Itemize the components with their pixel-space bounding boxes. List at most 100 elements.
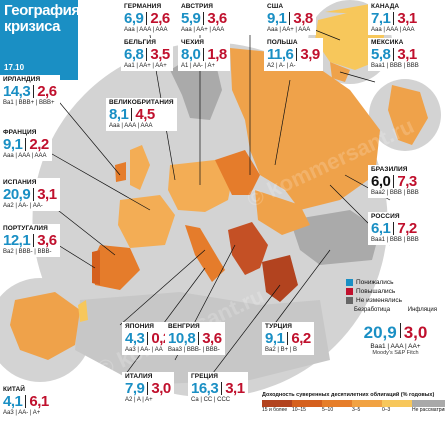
country-card-czech: ЧЕХИЯ 8,0 1,8 A1 | AA- | A+ <box>178 38 230 71</box>
legend-item: Понижались <box>346 278 445 287</box>
inflation-value: 7,3 <box>397 173 417 190</box>
country-name: РОССИЯ <box>371 213 400 220</box>
credit-ratings: Aa1 | AA+ | AA+ <box>124 63 167 69</box>
scale-caption: Доходность суверенных десятилетних облиг… <box>262 392 435 398</box>
value-divider <box>393 222 395 235</box>
key-unemployment-value: 20,9 <box>363 323 397 342</box>
country-name: ГЕРМАНИЯ <box>124 3 162 10</box>
value-divider <box>393 48 395 61</box>
scale-swatch <box>292 400 322 407</box>
unemployment-value: 6,1 <box>371 220 391 237</box>
unemployment-value: 16,3 <box>191 380 219 397</box>
country-name: ВЕНГРИЯ <box>168 323 200 330</box>
country-card-china: КИТАЙ 4,1 6,1 Aa3 | AA- | A+ <box>0 385 52 418</box>
scale-bin-label: 0–3 <box>382 407 391 413</box>
title-line-1: География <box>4 2 80 19</box>
credit-ratings: Baa2 | BBB | BBB <box>371 190 419 196</box>
unemployment-value: 6,0 <box>371 173 391 190</box>
country-card-uk: ВЕЛИКОБРИТАНИЯ 8,1 4,5 Aaa | AAA | AAA <box>106 98 177 131</box>
legend-item: Повышались <box>346 287 445 296</box>
inflation-label: Инфляция <box>407 307 437 313</box>
country-card-mexico: МЕКСИКА 5,8 3,1 Baa1 | BBB | BBB <box>368 38 422 71</box>
country-card-ireland: ИРЛАНДИЯ 14,3 2,6 Ba1 | BBB+ | BBB+ <box>0 75 60 108</box>
country-name: ВЕЛИКОБРИТАНИЯ <box>109 99 174 106</box>
value-divider <box>146 12 148 25</box>
unemployment-value: 20,9 <box>3 186 31 203</box>
credit-ratings: Aaa | AAA | AAA <box>109 123 153 129</box>
inflation-value: 3,1 <box>397 10 417 27</box>
country-card-spain: ИСПАНИЯ 20,9 3,1 Aa2 | AA- | AA- <box>0 178 60 211</box>
scale-swatch <box>322 400 352 407</box>
credit-ratings: Ba2 | BBB- | BBB- <box>3 249 52 255</box>
inflation-value: 6,2 <box>291 330 311 347</box>
region-scandinavia <box>170 55 222 120</box>
legend-label: Понижались <box>356 279 394 286</box>
country-name: ЯПОНИЯ <box>125 323 155 330</box>
region-usa <box>315 10 385 70</box>
credit-ratings: Aaa | AA+ | AAA <box>267 27 311 33</box>
legend-item: Не изменялись <box>346 296 445 305</box>
value-divider <box>198 332 200 345</box>
unemployment-value: 6,8 <box>124 46 144 63</box>
country-name: ПОРТУГАЛИЯ <box>3 225 48 232</box>
inflation-value: 2,6 <box>37 83 57 100</box>
region-middle-east <box>290 210 380 265</box>
country-name: ИТАЛИЯ <box>125 373 153 380</box>
country-name: КАНАДА <box>371 3 400 10</box>
value-divider <box>393 175 395 188</box>
country-name: БЕЛЬГИЯ <box>124 39 156 46</box>
date-badge: 17.10 <box>0 62 28 74</box>
scale-bin-label: Не рассматривается <box>412 407 445 413</box>
legend-label: Не изменялись <box>356 297 402 304</box>
credit-ratings: Aaa | AAA | AAA <box>371 27 415 33</box>
credit-ratings: Aa3 | AA- | A+ <box>3 410 41 416</box>
inflation-value: 3,1 <box>397 46 417 63</box>
unemployment-value: 9,1 <box>267 10 287 27</box>
scale-swatch <box>412 400 445 407</box>
value-divider <box>147 382 149 395</box>
credit-ratings: A1 | AA- | A+ <box>181 63 215 69</box>
region-russia <box>230 48 380 210</box>
scale-swatch <box>382 400 412 407</box>
scale-bin-label: 5–10 <box>322 407 334 413</box>
country-name: БРАЗИЛИЯ <box>371 166 408 173</box>
country-name: ЧЕХИЯ <box>181 39 205 46</box>
value-divider <box>33 188 35 201</box>
unemployment-value: 7,1 <box>371 10 391 27</box>
rating-change-legend: Понижались Повышались Не изменялись <box>346 278 445 305</box>
key-divider <box>399 323 401 338</box>
region-ireland <box>115 162 126 182</box>
region-japan <box>78 300 88 322</box>
unemployment-value: 9,1 <box>3 136 23 153</box>
unemployment-value: 8,0 <box>181 46 201 63</box>
country-card-russia: РОССИЯ 6,1 7,2 Baa1 | BBB | BBB <box>368 212 422 245</box>
scale-bin: 15 и более <box>262 400 292 414</box>
scale-swatch <box>262 400 292 407</box>
scale-bin-label: 3–5 <box>352 407 361 413</box>
country-card-brazil: БРАЗИЛИЯ 6,0 7,3 Baa2 | BBB | BBB <box>368 165 422 198</box>
value-divider <box>287 332 289 345</box>
country-card-italy: ИТАЛИЯ 7,9 3,0 A2 | A | A+ <box>122 372 174 405</box>
credit-ratings: Aaa | AAA | AAA <box>124 27 168 33</box>
region-brazil <box>388 85 428 145</box>
credit-ratings: Aaa | AA+ | AAA <box>181 27 225 33</box>
value-divider <box>131 108 133 121</box>
unemployment-value: 8,1 <box>109 106 129 123</box>
legend-swatch-down <box>346 279 353 286</box>
value-divider <box>147 332 149 345</box>
country-name: АВСТРИЯ <box>181 3 214 10</box>
credit-ratings: Baa1 | BBB | BBB <box>371 63 419 69</box>
inflation-value: 7,2 <box>397 220 417 237</box>
country-card-greece: ГРЕЦИЯ 16,3 3,1 Ca | CC | CCC <box>188 372 248 405</box>
scale-swatch <box>352 400 382 407</box>
inflation-value: 3,8 <box>293 10 313 27</box>
legend-swatch-up <box>346 288 353 295</box>
country-name: КИТАЙ <box>3 386 26 393</box>
country-card-germany: ГЕРМАНИЯ 6,9 2,6 Aaa | AAA | AAA <box>121 2 173 35</box>
value-divider <box>289 12 291 25</box>
scale-bin-label: 15 и более <box>262 407 288 413</box>
scale-bin: Не рассматривается <box>412 400 445 414</box>
region-uk <box>130 145 150 190</box>
scale-bins: 15 и более 10–15 5–10 3–5 0–3 Не рассматривае… <box>262 400 445 414</box>
